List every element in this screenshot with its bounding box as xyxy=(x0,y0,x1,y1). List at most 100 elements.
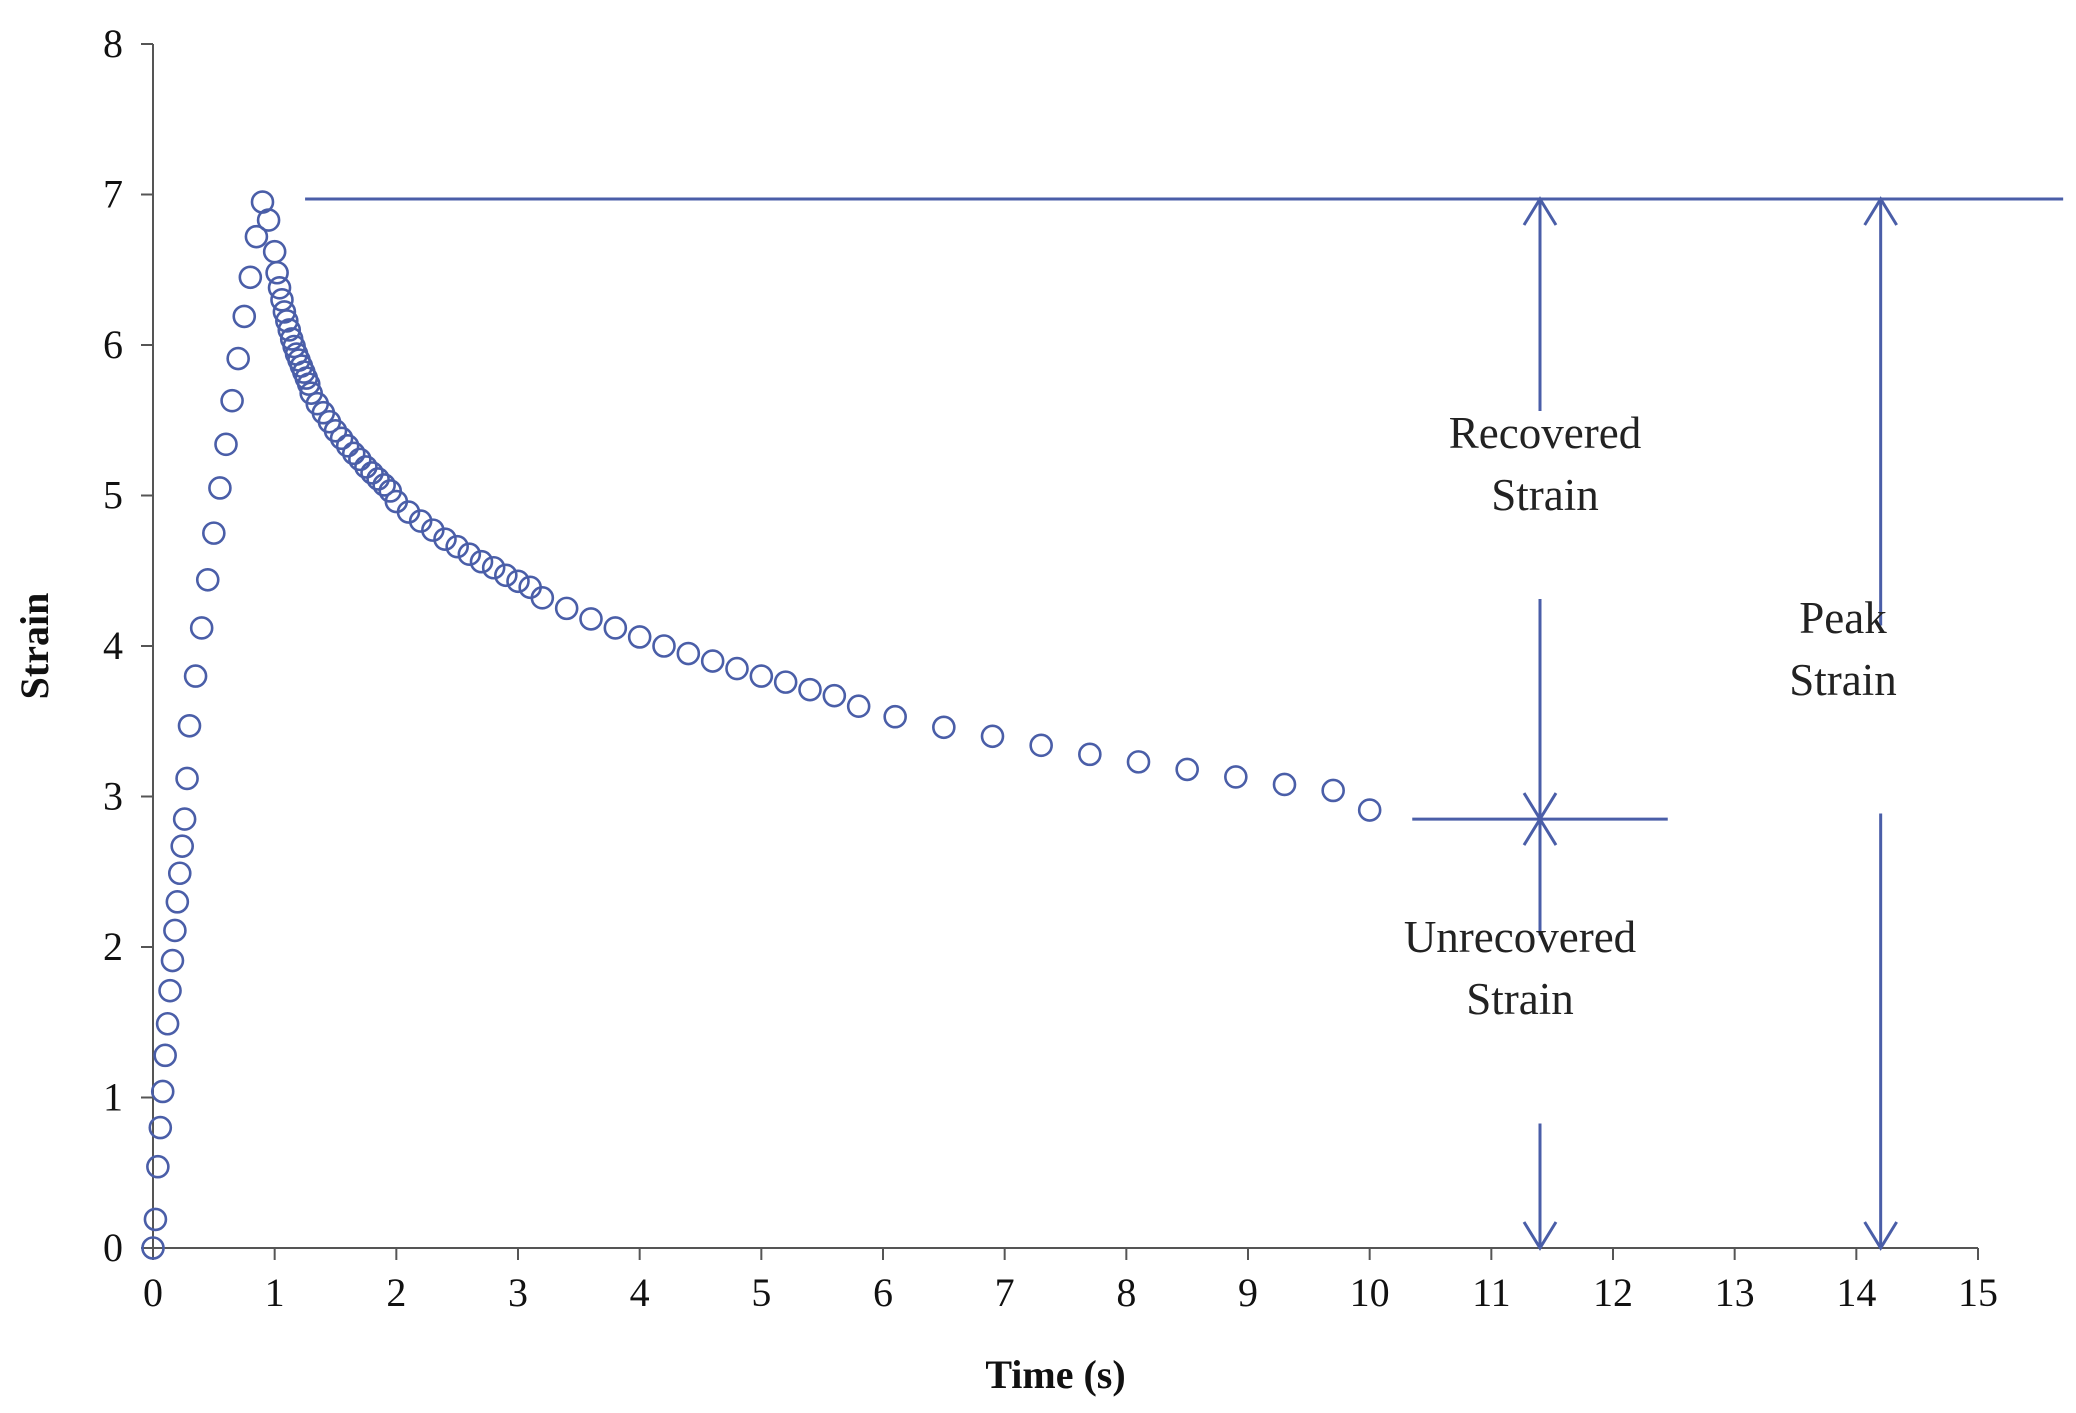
y-tick-label: 0 xyxy=(103,1225,123,1270)
data-point xyxy=(335,434,360,458)
data-point xyxy=(272,300,297,324)
data-point xyxy=(172,807,197,831)
data-point xyxy=(146,1154,170,1179)
data-point xyxy=(265,260,289,285)
data-point xyxy=(457,542,482,566)
annotation-label: Strain xyxy=(1466,974,1574,1024)
y-tick-label: 8 xyxy=(103,21,123,66)
data-point xyxy=(1126,750,1151,774)
data-point xyxy=(725,656,749,681)
data-point xyxy=(155,1011,180,1036)
data-point xyxy=(153,1043,177,1068)
data-point xyxy=(296,372,321,396)
data-point xyxy=(183,664,208,688)
x-tick-label: 11 xyxy=(1472,1270,1511,1315)
data-point xyxy=(421,518,445,542)
data-point xyxy=(1357,798,1382,822)
data-point xyxy=(244,224,269,249)
data-point xyxy=(846,694,871,719)
data-point xyxy=(195,567,220,592)
x-tick-label: 0 xyxy=(143,1270,163,1315)
data-point xyxy=(189,616,214,640)
data-point xyxy=(226,346,250,371)
annotation-label: Strain xyxy=(1789,655,1897,705)
data-point xyxy=(798,677,822,702)
x-tick-label: 3 xyxy=(508,1270,528,1315)
data-point xyxy=(396,500,421,524)
x-tick-label: 10 xyxy=(1350,1270,1390,1315)
y-tick-label: 3 xyxy=(103,774,123,819)
data-point xyxy=(433,527,457,551)
data-point xyxy=(158,978,182,1003)
data-point xyxy=(652,634,676,658)
y-tick-label: 7 xyxy=(103,172,123,217)
reference-lines xyxy=(305,197,2064,821)
annotation-arrowhead-up xyxy=(1522,196,1558,226)
data-point xyxy=(408,509,433,533)
data-point xyxy=(170,834,194,858)
x-tick-label: 14 xyxy=(1836,1270,1876,1315)
x-tick-label: 6 xyxy=(873,1270,893,1315)
data-point xyxy=(773,670,798,694)
data-point xyxy=(1272,772,1297,797)
y-axis-title: Strain xyxy=(12,593,57,700)
data-point xyxy=(530,586,555,610)
data-point xyxy=(749,664,774,688)
data-point xyxy=(469,549,494,574)
data-point xyxy=(932,715,956,740)
annotation-label: Peak xyxy=(1799,593,1887,643)
data-point xyxy=(238,265,263,290)
data-point xyxy=(214,432,238,457)
data-point xyxy=(341,441,366,466)
y-tick-label: 6 xyxy=(103,322,123,367)
data-point xyxy=(883,704,907,729)
y-tick-label: 2 xyxy=(103,924,123,969)
x-tick-label: 1 xyxy=(265,1270,285,1315)
data-point xyxy=(143,1207,168,1232)
data-point xyxy=(372,473,396,497)
data-point xyxy=(506,569,530,594)
data-point xyxy=(256,208,281,232)
y-tick-label: 1 xyxy=(103,1075,123,1120)
data-point xyxy=(366,467,390,491)
data-point xyxy=(208,476,232,500)
x-tick-label: 12 xyxy=(1593,1270,1633,1315)
data-point xyxy=(262,239,287,264)
data-point xyxy=(277,318,302,342)
data-point xyxy=(579,607,603,631)
y-axis-ticks: 0 1 2 3 4 5 6 7 8 xyxy=(103,21,153,1270)
x-tick-label: 7 xyxy=(995,1270,1015,1315)
annotation-arrowhead-down xyxy=(1863,1221,1898,1251)
data-point xyxy=(822,683,847,708)
data-point xyxy=(1175,757,1199,782)
data-points xyxy=(141,190,1382,1260)
x-tick-label: 2 xyxy=(386,1270,406,1315)
data-point xyxy=(329,426,354,451)
annotation-label: Unrecovered xyxy=(1404,912,1636,962)
annotation-label: Recovered xyxy=(1449,408,1641,458)
data-point xyxy=(1321,778,1345,803)
data-point xyxy=(175,766,199,791)
x-tick-label: 9 xyxy=(1238,1270,1258,1315)
annotation-label: Strain xyxy=(1491,470,1599,520)
data-point xyxy=(348,447,372,472)
data-point xyxy=(980,724,1005,749)
data-point xyxy=(165,890,190,914)
data-point xyxy=(163,918,187,943)
annotation-arrowhead-up xyxy=(1863,196,1898,226)
data-point xyxy=(445,534,469,559)
data-point xyxy=(494,563,518,588)
data-point xyxy=(481,555,506,580)
axes xyxy=(152,44,1978,1249)
data-point xyxy=(323,418,348,443)
x-axis-ticks: 0 1 2 3 4 5 6 7 8 9 10 11 12 13 14 15 xyxy=(143,1248,1998,1315)
data-point xyxy=(700,649,725,673)
y-tick-label: 4 xyxy=(103,623,123,668)
x-axis-title: Time (s) xyxy=(985,1352,1125,1397)
data-point xyxy=(1224,765,1248,789)
x-tick-label: 15 xyxy=(1958,1270,1998,1315)
y-tick-label: 5 xyxy=(103,473,123,518)
data-point xyxy=(603,616,628,640)
annotation-arrowhead-up xyxy=(1522,816,1558,846)
